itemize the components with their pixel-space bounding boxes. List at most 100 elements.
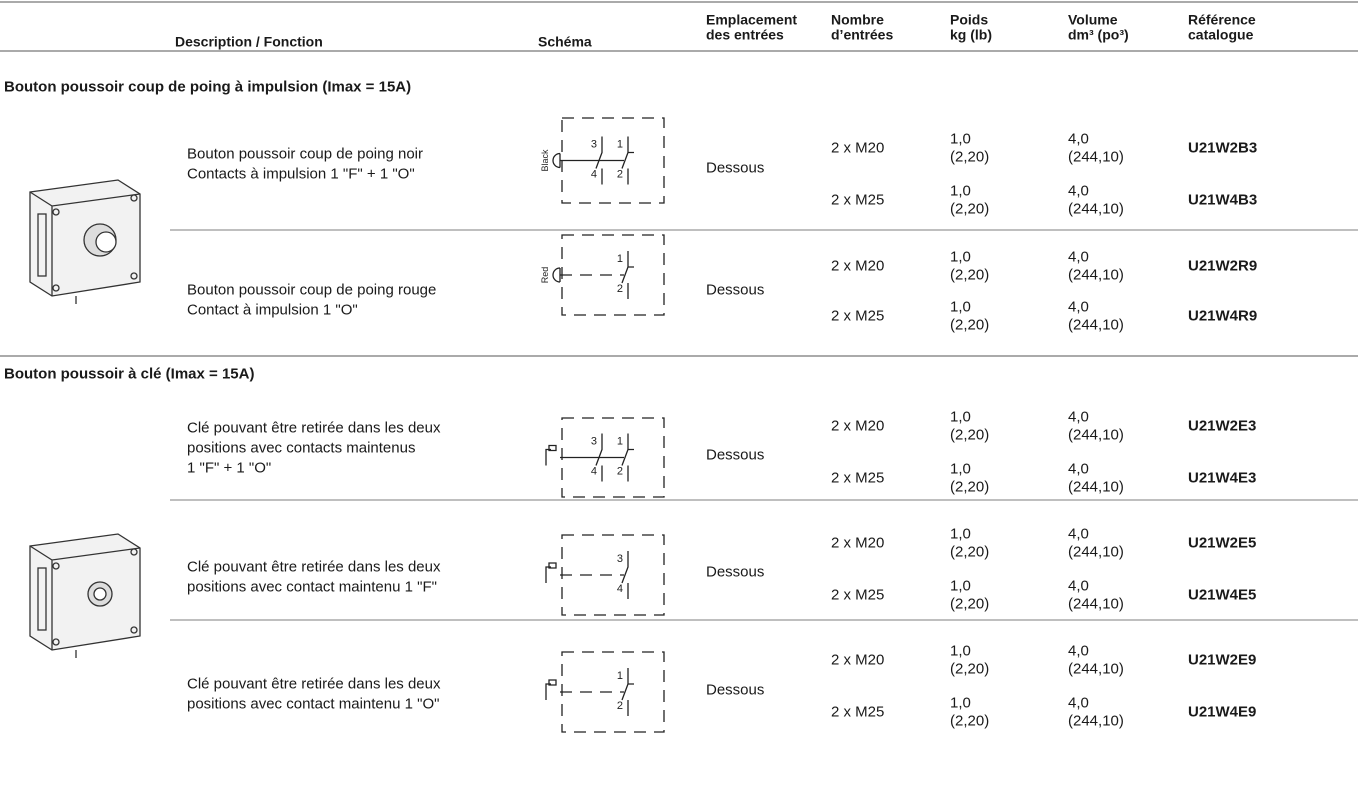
column-header: Schéma	[538, 33, 592, 50]
volume: 4,0	[1068, 694, 1089, 712]
contact-number: 2	[617, 466, 623, 478]
description: positions avec contact maintenu 1 "F"	[187, 578, 437, 596]
entries: 2 x M20	[831, 417, 885, 435]
weight: (2,20)	[950, 148, 990, 166]
volume: 4,0	[1068, 248, 1089, 266]
contact-number: 2	[617, 283, 623, 295]
volume: 4,0	[1068, 525, 1089, 543]
reference: U21W4B3	[1188, 191, 1258, 209]
contact	[621, 668, 634, 716]
weight: (2,20)	[950, 543, 990, 561]
reference: U21W2R9	[1188, 257, 1258, 275]
volume: (244,10)	[1068, 712, 1124, 730]
push-button	[552, 267, 561, 283]
weight: (2,20)	[950, 266, 990, 284]
location: Dessous	[706, 281, 765, 299]
description: Bouton poussoir coup de poing rouge	[187, 281, 437, 299]
contact-number: 1	[617, 436, 623, 448]
volume: (244,10)	[1068, 200, 1124, 218]
weight: 1,0	[950, 182, 971, 200]
entries: 2 x M25	[831, 703, 885, 721]
product-image	[29, 533, 141, 658]
contact	[621, 136, 634, 185]
volume: (244,10)	[1068, 478, 1124, 496]
schematic-label: Red	[540, 267, 550, 284]
schematic-box	[561, 651, 665, 733]
entries: 2 x M25	[831, 469, 885, 487]
column-header: Poids	[950, 11, 989, 28]
entries: 2 x M20	[831, 257, 885, 275]
contact-number: 2	[617, 700, 623, 712]
volume: 4,0	[1068, 130, 1089, 148]
weight: 1,0	[950, 248, 971, 266]
volume: (244,10)	[1068, 543, 1124, 561]
key-symbol	[545, 444, 557, 466]
schematic: 34	[545, 534, 665, 616]
weight: (2,20)	[950, 660, 990, 678]
push-button	[552, 152, 561, 169]
weight: (2,20)	[950, 200, 990, 218]
column-header: Nombre	[831, 11, 884, 28]
description: positions avec contacts maintenus	[187, 439, 416, 457]
contact	[621, 251, 634, 299]
schematic: Black 3 4 1 2	[540, 117, 665, 204]
location: Dessous	[706, 446, 765, 464]
volume: 4,0	[1068, 408, 1089, 426]
weight: 1,0	[950, 694, 971, 712]
contact	[595, 136, 603, 185]
column-header: Emplacement	[706, 11, 798, 28]
weight: 1,0	[950, 130, 971, 148]
weight: 1,0	[950, 460, 971, 478]
weight: 1,0	[950, 525, 971, 543]
weight: (2,20)	[950, 595, 990, 613]
volume: 4,0	[1068, 182, 1089, 200]
column-header: dm³ (po³)	[1068, 26, 1129, 43]
description: Contacts à impulsion 1 "F" + 1 "O"	[187, 165, 415, 183]
description: Clé pouvant être retirée dans les deux	[187, 675, 441, 693]
volume: (244,10)	[1068, 660, 1124, 678]
entries: 2 x M20	[831, 651, 885, 669]
weight: (2,20)	[950, 478, 990, 496]
reference: U21W2E9	[1188, 651, 1257, 669]
reference: U21W2E3	[1188, 417, 1257, 435]
column-header: Description / Fonction	[175, 33, 323, 50]
key-symbol	[545, 562, 557, 583]
volume: (244,10)	[1068, 426, 1124, 444]
contact-number: 3	[591, 139, 597, 151]
section-title: Bouton poussoir coup de poing à impulsio…	[4, 78, 412, 96]
contact	[621, 433, 634, 482]
contact-number: 4	[591, 466, 597, 478]
entries: 2 x M20	[831, 534, 885, 552]
contact-number: 4	[591, 169, 597, 181]
reference: U21W4E5	[1188, 586, 1257, 604]
volume: 4,0	[1068, 460, 1089, 478]
contact-number: 1	[617, 253, 623, 265]
weight: 1,0	[950, 408, 971, 426]
weight: 1,0	[950, 298, 971, 316]
contact-number: 3	[591, 436, 597, 448]
column-header: Volume	[1068, 11, 1118, 28]
schematic: Red 1 2	[540, 234, 665, 316]
product-image	[29, 179, 141, 304]
section-title: Bouton poussoir à clé (Imax = 15A)	[4, 365, 255, 383]
reference: U21W4E9	[1188, 703, 1257, 721]
weight: 1,0	[950, 642, 971, 660]
description: 1 "F" + 1 "O"	[187, 459, 272, 477]
reference: U21W2E5	[1188, 534, 1257, 552]
schematic-box	[561, 534, 665, 616]
entries: 2 x M25	[831, 586, 885, 604]
entries: 2 x M20	[831, 139, 885, 157]
contact	[595, 433, 603, 482]
schematic-box	[561, 234, 665, 316]
reference: U21W2B3	[1188, 139, 1258, 157]
column-header: d’entrées	[831, 26, 894, 43]
weight: (2,20)	[950, 426, 990, 444]
contact-number: 1	[617, 139, 623, 151]
column-header: Référence	[1188, 11, 1256, 28]
location: Dessous	[706, 159, 765, 177]
volume: 4,0	[1068, 577, 1089, 595]
description: Clé pouvant être retirée dans les deux	[187, 558, 441, 576]
contact	[621, 551, 629, 599]
